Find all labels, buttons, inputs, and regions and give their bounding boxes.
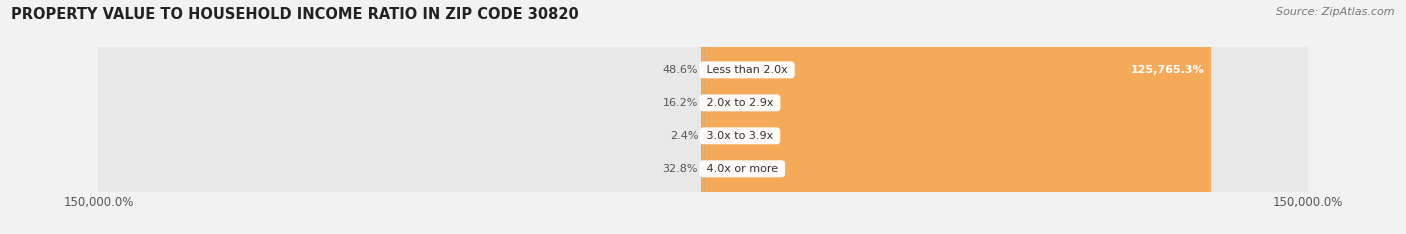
FancyBboxPatch shape [96,0,1310,234]
Text: 4.0x or more: 4.0x or more [703,164,782,174]
Text: 4.1%: 4.1% [707,164,737,174]
Text: 125,765.3%: 125,765.3% [1130,65,1204,75]
Text: 32.8%: 32.8% [662,164,697,174]
FancyBboxPatch shape [702,0,1211,234]
Text: Source: ZipAtlas.com: Source: ZipAtlas.com [1277,7,1395,17]
Text: 48.6%: 48.6% [662,65,697,75]
FancyBboxPatch shape [96,0,1310,234]
Text: 22.5%: 22.5% [709,131,744,141]
Text: 42.9%: 42.9% [709,98,744,108]
Text: 2.0x to 2.9x: 2.0x to 2.9x [703,98,778,108]
FancyBboxPatch shape [702,0,704,234]
Text: 3.0x to 3.9x: 3.0x to 3.9x [703,131,776,141]
Text: Less than 2.0x: Less than 2.0x [703,65,792,75]
FancyBboxPatch shape [702,0,704,234]
FancyBboxPatch shape [702,0,704,234]
FancyBboxPatch shape [96,0,1310,234]
Text: PROPERTY VALUE TO HOUSEHOLD INCOME RATIO IN ZIP CODE 30820: PROPERTY VALUE TO HOUSEHOLD INCOME RATIO… [11,7,579,22]
FancyBboxPatch shape [96,0,1310,234]
FancyBboxPatch shape [702,0,704,234]
Text: 2.4%: 2.4% [669,131,699,141]
Text: 16.2%: 16.2% [662,98,699,108]
FancyBboxPatch shape [702,0,704,234]
FancyBboxPatch shape [702,0,704,234]
FancyBboxPatch shape [702,0,704,234]
